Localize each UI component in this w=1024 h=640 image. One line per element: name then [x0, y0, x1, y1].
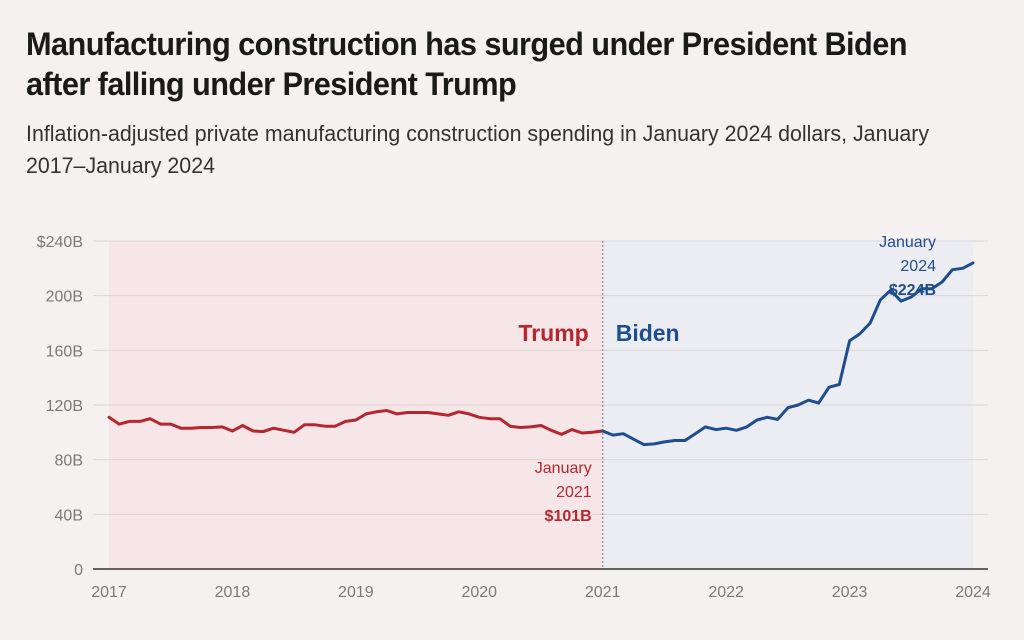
annotation-biden-value: $224B — [889, 282, 936, 299]
annotations: Trump Biden January 2021 $101B January 2… — [518, 234, 936, 525]
x-axis-ticks: 2017 2018 2019 2020 2021 2022 2023 2024 — [91, 584, 991, 601]
era-label-trump: Trump — [518, 320, 588, 346]
series-line-biden — [601, 261, 975, 447]
x-tick-label: 2023 — [832, 584, 868, 601]
gridlines — [93, 240, 988, 515]
y-tick-label: $240B — [37, 234, 83, 251]
y-tick-label: 160B — [46, 343, 83, 360]
y-tick-label: 120B — [46, 398, 83, 415]
x-tick-label: 2022 — [708, 584, 744, 601]
era-label-biden: Biden — [616, 320, 680, 346]
x-tick-label: 2017 — [91, 584, 127, 601]
y-tick-label: 40B — [55, 507, 83, 524]
annotation-biden-year: 2024 — [900, 258, 936, 275]
y-tick-label: 80B — [55, 453, 83, 470]
x-tick-label: 2018 — [215, 584, 251, 601]
annotation-biden-month: January — [879, 234, 936, 251]
annotation-trump-value: $101B — [545, 508, 592, 525]
x-tick-label: 2020 — [461, 584, 497, 601]
x-tick-label: 2021 — [585, 584, 621, 601]
annotation-trump-month: January — [535, 460, 592, 477]
series-lines — [107, 261, 975, 447]
annotation-trump-year: 2021 — [556, 484, 592, 501]
series-line-trump — [107, 409, 605, 436]
y-axis-ticks: 0 40B 80B 120B 160B 200B $240B — [37, 234, 83, 579]
y-tick-label: 200B — [46, 289, 83, 306]
x-tick-label: 2024 — [955, 584, 991, 601]
chart-title: Manufacturing construction has surged un… — [26, 26, 907, 102]
chart-subtitle: Inflation-adjusted private manufacturing… — [26, 121, 930, 178]
x-tick-label: 2019 — [338, 584, 374, 601]
y-tick-label: 0 — [74, 562, 83, 579]
